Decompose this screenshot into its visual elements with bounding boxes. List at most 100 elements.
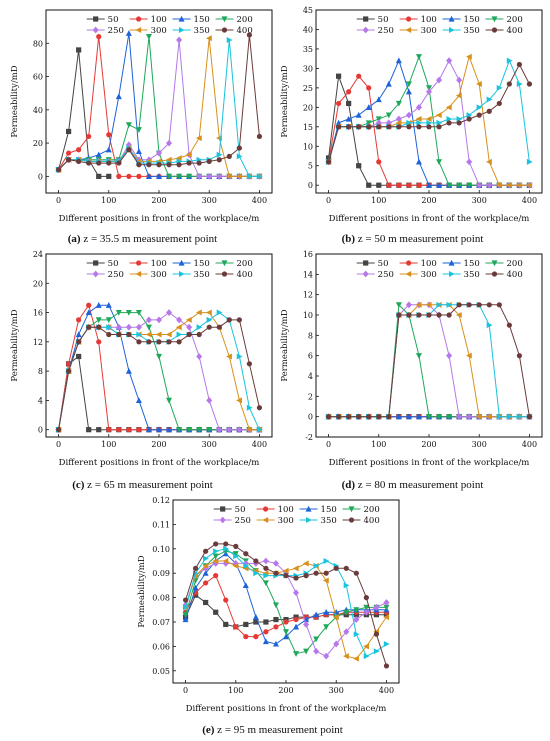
legend-label: 200	[237, 259, 253, 269]
data-point	[356, 414, 362, 420]
data-point	[116, 160, 122, 166]
data-point	[426, 119, 433, 126]
legend-item: 400	[485, 270, 523, 280]
data-point	[126, 173, 132, 179]
data-point	[455, 92, 462, 99]
data-point	[343, 653, 349, 660]
chart-panel-d: 0 100 200 300 400 -2 0 2 4 6 8 10 12 14 16 Different po…	[278, 248, 548, 473]
data-point	[213, 541, 219, 547]
data-point	[66, 157, 72, 163]
x-tick-label: 0	[326, 196, 331, 205]
data-point	[476, 302, 482, 308]
legend-item: 150	[172, 15, 210, 25]
data-point	[243, 551, 249, 557]
x-tick-label: 400	[522, 440, 537, 449]
data-point	[302, 560, 309, 567]
data-point	[182, 616, 189, 623]
data-point	[303, 621, 310, 628]
legend-item: 150	[442, 259, 480, 269]
data-point	[135, 127, 142, 133]
legend-item: 400	[342, 516, 380, 526]
legend-item: 50	[213, 505, 246, 515]
data-point	[325, 155, 332, 161]
data-point	[263, 619, 269, 625]
caption-b-label: (b)	[341, 233, 356, 245]
data-point	[96, 339, 102, 345]
data-point	[383, 614, 390, 621]
data-point	[106, 324, 112, 331]
data-point	[346, 100, 352, 107]
data-point	[202, 564, 209, 572]
data-point	[416, 182, 422, 188]
data-point	[486, 322, 493, 329]
data-point	[366, 182, 372, 188]
data-point	[345, 115, 352, 122]
data-point	[406, 312, 412, 318]
legend-item: 150	[299, 505, 337, 515]
data-point	[466, 302, 472, 308]
data-point	[115, 323, 122, 331]
legend-label: 400	[507, 270, 523, 280]
legend-marker	[221, 271, 228, 277]
data-point	[106, 427, 112, 433]
y-tick-label: 0	[308, 413, 313, 422]
legend-label: 200	[507, 259, 523, 269]
data-point	[263, 565, 269, 571]
data-point	[336, 100, 342, 107]
data-point	[516, 182, 522, 189]
legend-label: 200	[237, 15, 253, 25]
data-point	[456, 302, 462, 308]
data-point	[325, 159, 332, 165]
data-point	[343, 565, 349, 571]
chart-c: 0 100 200 300 400 0 4 8 12 16 20 24 Different positi…	[10, 250, 273, 468]
x-axis-label: Different positions in front of the work…	[59, 214, 260, 224]
legend-label: 250	[108, 270, 124, 280]
legend-item: 200	[215, 259, 253, 269]
data-point	[156, 162, 162, 168]
data-point	[253, 570, 260, 577]
data-point	[186, 323, 193, 331]
data-point	[363, 604, 370, 611]
x-tick-label: 100	[101, 440, 116, 449]
data-point	[182, 604, 189, 611]
legend-item: 250	[356, 270, 394, 280]
data-point	[165, 331, 172, 338]
data-point	[405, 111, 412, 119]
legend-label: 200	[507, 15, 523, 25]
data-point	[176, 339, 182, 345]
y-tick-label: 45	[303, 6, 313, 15]
data-point	[166, 397, 173, 404]
data-point	[126, 331, 132, 338]
legend-label: 350	[321, 516, 337, 526]
data-point	[346, 414, 352, 420]
data-point	[436, 301, 443, 308]
data-point	[416, 119, 423, 126]
y-tick-label: 20	[33, 139, 43, 148]
data-point	[105, 302, 112, 308]
data-point	[365, 104, 372, 110]
data-point	[445, 104, 452, 111]
legend-marker	[135, 27, 142, 33]
legend-marker	[348, 506, 355, 513]
legend-label: 150	[194, 259, 210, 269]
data-point	[356, 163, 362, 169]
data-point	[125, 30, 132, 36]
data-point	[353, 655, 359, 662]
legend-label: 250	[108, 26, 124, 36]
data-point	[196, 331, 202, 338]
data-point	[213, 609, 219, 615]
x-tick-label: 0	[56, 440, 61, 449]
caption-c: (c) z = 65 m measurement point	[0, 479, 285, 491]
data-point	[86, 302, 92, 308]
data-point	[233, 624, 239, 630]
data-point	[55, 167, 62, 173]
legend-marker	[263, 506, 269, 512]
y-tick-label: 12	[303, 291, 313, 300]
data-point	[496, 302, 502, 308]
data-point	[383, 663, 390, 669]
data-point	[236, 145, 242, 151]
x-tick-label: 0	[56, 196, 61, 205]
data-point	[236, 353, 243, 360]
data-point	[446, 352, 453, 360]
legend-label: 100	[151, 259, 167, 269]
